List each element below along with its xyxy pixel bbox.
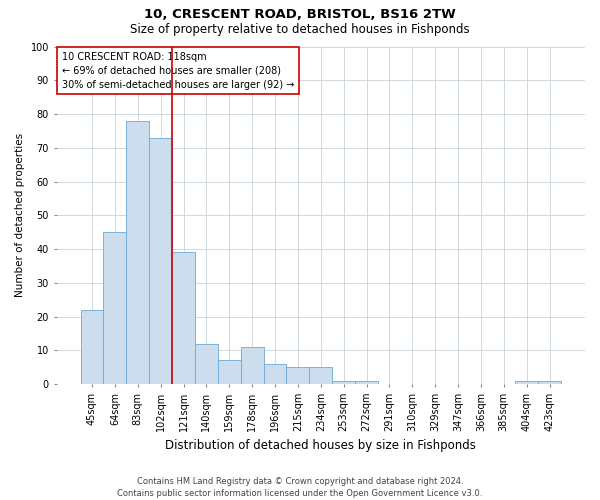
Bar [286,367,310,384]
Bar [80,310,103,384]
Bar [172,252,195,384]
Bar [149,138,172,384]
Bar [218,360,241,384]
Bar [332,380,355,384]
Text: Size of property relative to detached houses in Fishponds: Size of property relative to detached ho… [130,22,470,36]
Bar [127,121,149,384]
Bar [310,367,332,384]
Text: Contains HM Land Registry data © Crown copyright and database right 2024.
Contai: Contains HM Land Registry data © Crown c… [118,476,482,498]
Bar [195,344,218,384]
Text: 10 CRESCENT ROAD: 118sqm
← 69% of detached houses are smaller (208)
30% of semi-: 10 CRESCENT ROAD: 118sqm ← 69% of detach… [62,52,294,90]
Bar [538,380,561,384]
Bar [103,232,127,384]
Bar [355,380,378,384]
Bar [241,347,263,384]
X-axis label: Distribution of detached houses by size in Fishponds: Distribution of detached houses by size … [166,440,476,452]
Bar [515,380,538,384]
Y-axis label: Number of detached properties: Number of detached properties [15,133,25,298]
Text: 10, CRESCENT ROAD, BRISTOL, BS16 2TW: 10, CRESCENT ROAD, BRISTOL, BS16 2TW [144,8,456,20]
Bar [263,364,286,384]
